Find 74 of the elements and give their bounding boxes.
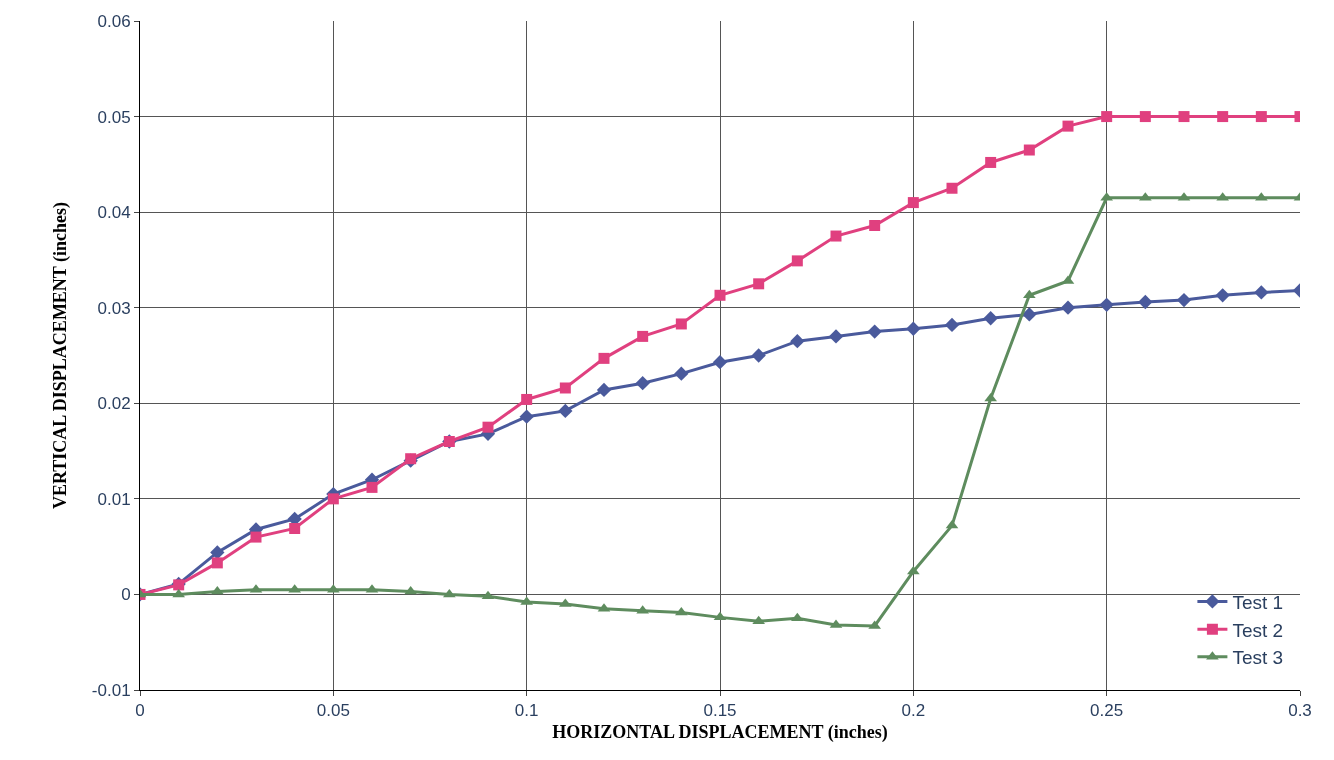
- point: [1101, 111, 1113, 123]
- y-tick-label: 0.01: [97, 489, 131, 509]
- point: [482, 421, 494, 433]
- point: [1254, 285, 1269, 300]
- point: [559, 382, 571, 394]
- point: [558, 403, 573, 419]
- point: [211, 557, 223, 569]
- point: [596, 382, 612, 398]
- point: [753, 278, 765, 290]
- point: [985, 156, 997, 168]
- point: [1215, 288, 1230, 303]
- x-axis-title: HORIZONTAL DISPLACEMENT (inches): [552, 721, 888, 743]
- point: [907, 197, 919, 209]
- legend-label: Test 1: [1232, 591, 1284, 613]
- point: [1138, 294, 1153, 310]
- point: [1023, 144, 1035, 156]
- point: [983, 311, 998, 326]
- y-tick-label: 0.03: [97, 298, 131, 318]
- x-tick-label: 0.25: [1090, 701, 1124, 721]
- x-tick-label: 0.15: [703, 701, 737, 721]
- y-tick-label: 0.06: [97, 11, 131, 31]
- point: [1255, 111, 1267, 123]
- y-tick-label: 0: [121, 585, 131, 605]
- y-tick-label: 0.02: [97, 394, 131, 414]
- point: [250, 531, 262, 543]
- y-tick-label: 0.04: [97, 203, 131, 223]
- point: [1060, 300, 1076, 315]
- point: [1178, 111, 1190, 123]
- x-tick-label: 0: [135, 701, 145, 721]
- point: [714, 289, 726, 301]
- point: [1022, 307, 1037, 322]
- point: [906, 565, 920, 575]
- point: [1062, 120, 1074, 132]
- x-tick-label: 0.05: [316, 701, 350, 721]
- point: [712, 355, 728, 370]
- point: [519, 409, 534, 424]
- point: [210, 545, 225, 560]
- x-tick-label: 0.3: [1288, 701, 1312, 721]
- point: [751, 348, 766, 363]
- point: [598, 352, 610, 364]
- point: [327, 493, 339, 505]
- point: [366, 481, 378, 493]
- point: [481, 590, 495, 600]
- point: [790, 334, 805, 349]
- point: [830, 230, 842, 242]
- point: [521, 393, 533, 405]
- point: [944, 317, 960, 333]
- point: [635, 376, 650, 391]
- point: [442, 588, 456, 598]
- point: [172, 588, 186, 598]
- point: [713, 611, 727, 621]
- point: [1139, 111, 1151, 123]
- legend-label: Test 2: [1232, 619, 1284, 641]
- point: [791, 255, 803, 267]
- y-tick-label: 0.05: [97, 107, 131, 127]
- point: [906, 321, 921, 336]
- point: [1217, 111, 1229, 123]
- point: [675, 318, 687, 330]
- point: [1022, 289, 1036, 299]
- point: [867, 324, 882, 339]
- point: [1176, 292, 1192, 308]
- legend-label: Test 3: [1232, 647, 1284, 669]
- point: [1099, 297, 1114, 312]
- point: [637, 330, 649, 342]
- y-tick-label: -0.01: [91, 680, 131, 700]
- x-tick-label: 0.1: [514, 701, 539, 721]
- y-axis-title: VERTICAL DISPLACEMENT (inches): [50, 201, 72, 510]
- x-tick-label: 0.2: [901, 701, 926, 721]
- point: [674, 366, 689, 381]
- point: [790, 612, 804, 622]
- point: [869, 220, 881, 232]
- point: [946, 182, 958, 194]
- point: [289, 522, 301, 534]
- point: [828, 329, 844, 344]
